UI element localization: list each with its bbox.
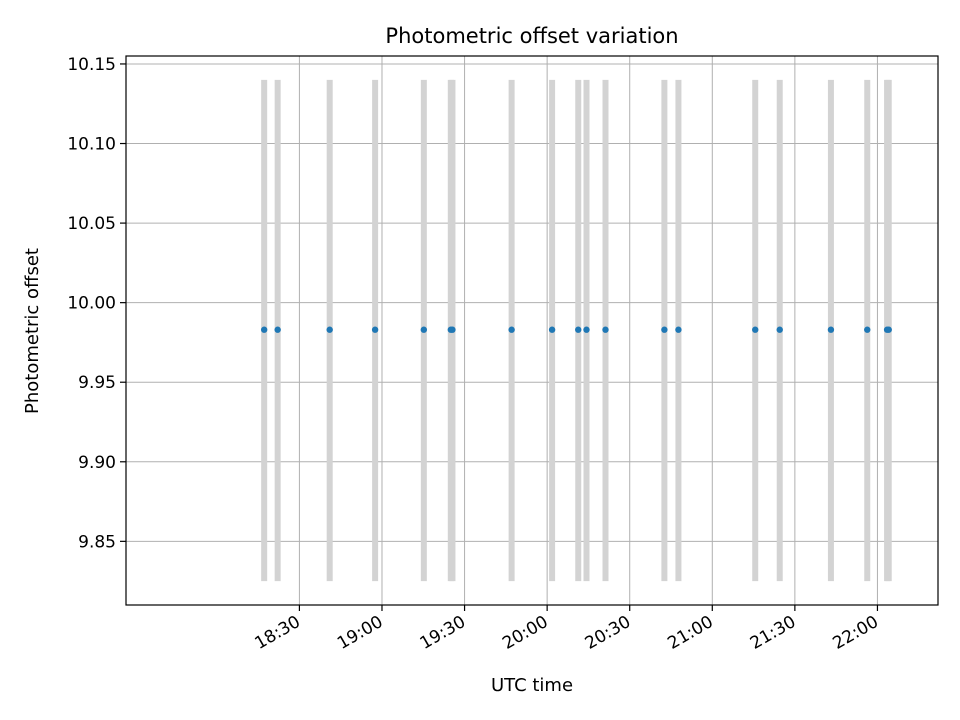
y-tick-label: 10.15	[67, 55, 116, 75]
data-point	[675, 326, 682, 333]
data-point	[420, 326, 428, 333]
data-point	[371, 326, 379, 333]
data-point	[274, 326, 281, 333]
y-tick-label: 10.05	[67, 214, 116, 234]
data-point	[885, 326, 892, 333]
data-point	[776, 326, 783, 333]
y-axis-label: Photometric offset	[22, 248, 43, 414]
plot-frame	[125, 55, 939, 606]
data-point	[508, 326, 515, 333]
x-axis-label: UTC time	[491, 675, 573, 696]
data-point	[583, 326, 590, 333]
y-tick-label: 9.95	[78, 373, 116, 393]
y-tick-label: 9.90	[78, 453, 116, 473]
data-point	[449, 326, 456, 333]
data-point	[864, 326, 871, 333]
chart-title: Photometric offset variation	[385, 24, 678, 48]
y-axis-ticks: 9.85 9.90 9.95 10.00 10.05 10.10 10.15	[67, 55, 126, 552]
y-tick-label: 10.00	[67, 294, 116, 314]
data-point	[548, 326, 556, 333]
y-tick-label: 10.10	[67, 135, 116, 155]
data-point	[260, 326, 268, 333]
data-point	[827, 326, 835, 333]
data-point	[752, 326, 759, 333]
data-point	[575, 326, 582, 333]
y-tick-label: 9.85	[78, 532, 116, 552]
data-point	[602, 326, 609, 333]
data-point	[661, 326, 668, 333]
data-points	[260, 326, 892, 333]
data-point	[326, 326, 333, 333]
